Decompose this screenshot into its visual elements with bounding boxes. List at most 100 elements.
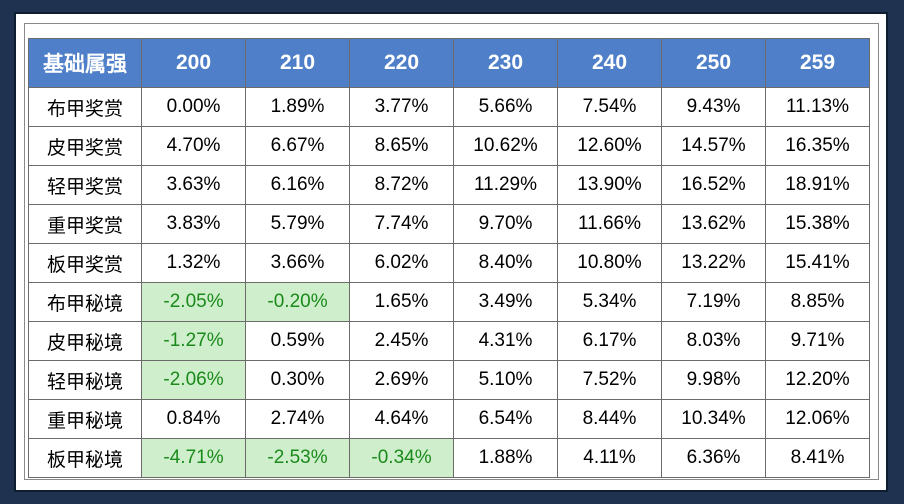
value-cell: 12.20% bbox=[765, 360, 870, 400]
value-cell: 8.72% bbox=[349, 165, 454, 205]
value-cell: 8.03% bbox=[661, 321, 766, 361]
value-cell: 5.79% bbox=[245, 204, 350, 244]
value-cell: 6.16% bbox=[245, 165, 350, 205]
row-label: 皮甲秘境 bbox=[28, 321, 142, 361]
value-cell: -2.06% bbox=[141, 360, 246, 400]
row-label: 重甲奖赏 bbox=[28, 204, 142, 244]
value-cell: 4.11% bbox=[557, 438, 662, 478]
value-cell: 11.29% bbox=[453, 165, 558, 205]
value-cell: 6.02% bbox=[349, 243, 454, 283]
value-cell: 15.41% bbox=[765, 243, 870, 283]
value-cell: 18.91% bbox=[765, 165, 870, 205]
stat-table: 基础属强 200 210 220 230 240 250 259 布甲奖赏 0.0… bbox=[28, 38, 870, 478]
value-cell: 0.00% bbox=[141, 87, 246, 127]
row-label: 轻甲奖赏 bbox=[28, 165, 142, 205]
value-cell: 13.62% bbox=[661, 204, 766, 244]
value-cell: 10.34% bbox=[661, 399, 766, 439]
value-cell: 5.34% bbox=[557, 282, 662, 322]
corner-header: 基础属强 bbox=[28, 38, 142, 88]
value-cell: 3.83% bbox=[141, 204, 246, 244]
table-row: 皮甲奖赏 4.70% 6.67% 8.65% 10.62% 12.60% 14.57% 16.… bbox=[28, 126, 870, 166]
value-cell: 5.10% bbox=[453, 360, 558, 400]
value-cell: 14.57% bbox=[661, 126, 766, 166]
value-cell: 8.85% bbox=[765, 282, 870, 322]
column-header: 250 bbox=[661, 38, 766, 88]
column-header: 259 bbox=[765, 38, 870, 88]
value-cell: 7.52% bbox=[557, 360, 662, 400]
value-cell: 6.17% bbox=[557, 321, 662, 361]
value-cell: 8.65% bbox=[349, 126, 454, 166]
value-cell: 16.35% bbox=[765, 126, 870, 166]
value-cell: 7.54% bbox=[557, 87, 662, 127]
table-row: 布甲秘境 -2.05% -0.20% 1.65% 3.49% 5.34% 7.19% 8.85… bbox=[28, 282, 870, 322]
row-label: 重甲秘境 bbox=[28, 399, 142, 439]
value-cell: 9.71% bbox=[765, 321, 870, 361]
value-cell: 9.43% bbox=[661, 87, 766, 127]
value-cell: -4.71% bbox=[141, 438, 246, 478]
value-cell: 10.80% bbox=[557, 243, 662, 283]
value-cell: 13.22% bbox=[661, 243, 766, 283]
value-cell: 7.74% bbox=[349, 204, 454, 244]
value-cell: 11.13% bbox=[765, 87, 870, 127]
value-cell: 0.30% bbox=[245, 360, 350, 400]
value-cell: 3.77% bbox=[349, 87, 454, 127]
table-row: 重甲奖赏 3.83% 5.79% 7.74% 9.70% 11.66% 13.62% 15.3… bbox=[28, 204, 870, 244]
value-cell: 1.88% bbox=[453, 438, 558, 478]
value-cell: 1.65% bbox=[349, 282, 454, 322]
row-label: 板甲奖赏 bbox=[28, 243, 142, 283]
value-cell: 2.69% bbox=[349, 360, 454, 400]
table-panel: 基础属强 200 210 220 230 240 250 259 布甲奖赏 0.0… bbox=[25, 24, 878, 479]
value-cell: 0.84% bbox=[141, 399, 246, 439]
value-cell: 12.60% bbox=[557, 126, 662, 166]
value-cell: 3.49% bbox=[453, 282, 558, 322]
value-cell: 5.66% bbox=[453, 87, 558, 127]
value-cell: 2.45% bbox=[349, 321, 454, 361]
value-cell: 9.70% bbox=[453, 204, 558, 244]
column-header: 220 bbox=[349, 38, 454, 88]
row-label: 轻甲秘境 bbox=[28, 360, 142, 400]
value-cell: 12.06% bbox=[765, 399, 870, 439]
value-cell: 6.54% bbox=[453, 399, 558, 439]
table-row: 轻甲奖赏 3.63% 6.16% 8.72% 11.29% 13.90% 16.52% 18.… bbox=[28, 165, 870, 205]
value-cell: 6.67% bbox=[245, 126, 350, 166]
value-cell: 4.31% bbox=[453, 321, 558, 361]
value-cell: 11.66% bbox=[557, 204, 662, 244]
row-label: 板甲秘境 bbox=[28, 438, 142, 478]
column-header: 200 bbox=[141, 38, 246, 88]
image-frame: 基础属强 200 210 220 230 240 250 259 布甲奖赏 0.0… bbox=[14, 12, 888, 492]
value-cell: -2.05% bbox=[141, 282, 246, 322]
table-row: 皮甲秘境 -1.27% 0.59% 2.45% 4.31% 6.17% 8.03% 9.71% bbox=[28, 321, 870, 361]
table-row: 板甲秘境 -4.71% -2.53% -0.34% 1.88% 4.11% 6.36% 8.4… bbox=[28, 438, 870, 478]
column-header: 240 bbox=[557, 38, 662, 88]
value-cell: 4.70% bbox=[141, 126, 246, 166]
value-cell: 1.89% bbox=[245, 87, 350, 127]
value-cell: 4.64% bbox=[349, 399, 454, 439]
value-cell: 0.59% bbox=[245, 321, 350, 361]
value-cell: 1.32% bbox=[141, 243, 246, 283]
value-cell: -2.53% bbox=[245, 438, 350, 478]
value-cell: 13.90% bbox=[557, 165, 662, 205]
value-cell: 2.74% bbox=[245, 399, 350, 439]
table-row: 布甲奖赏 0.00% 1.89% 3.77% 5.66% 7.54% 9.43% 11.13% bbox=[28, 87, 870, 127]
table-row: 板甲奖赏 1.32% 3.66% 6.02% 8.40% 10.80% 13.22% 15.4… bbox=[28, 243, 870, 283]
value-cell: 10.62% bbox=[453, 126, 558, 166]
column-header: 230 bbox=[453, 38, 558, 88]
value-cell: 6.36% bbox=[661, 438, 766, 478]
row-label: 布甲奖赏 bbox=[28, 87, 142, 127]
value-cell: 8.40% bbox=[453, 243, 558, 283]
value-cell: 3.66% bbox=[245, 243, 350, 283]
value-cell: 15.38% bbox=[765, 204, 870, 244]
value-cell: 8.44% bbox=[557, 399, 662, 439]
value-cell: 7.19% bbox=[661, 282, 766, 322]
table-row: 重甲秘境 0.84% 2.74% 4.64% 6.54% 8.44% 10.34% 12.06… bbox=[28, 399, 870, 439]
value-cell: 16.52% bbox=[661, 165, 766, 205]
value-cell: -0.20% bbox=[245, 282, 350, 322]
column-header: 210 bbox=[245, 38, 350, 88]
value-cell: -1.27% bbox=[141, 321, 246, 361]
value-cell: -0.34% bbox=[349, 438, 454, 478]
value-cell: 3.63% bbox=[141, 165, 246, 205]
row-label: 皮甲奖赏 bbox=[28, 126, 142, 166]
value-cell: 8.41% bbox=[765, 438, 870, 478]
header-row: 基础属强 200 210 220 230 240 250 259 bbox=[28, 38, 870, 88]
row-label: 布甲秘境 bbox=[28, 282, 142, 322]
